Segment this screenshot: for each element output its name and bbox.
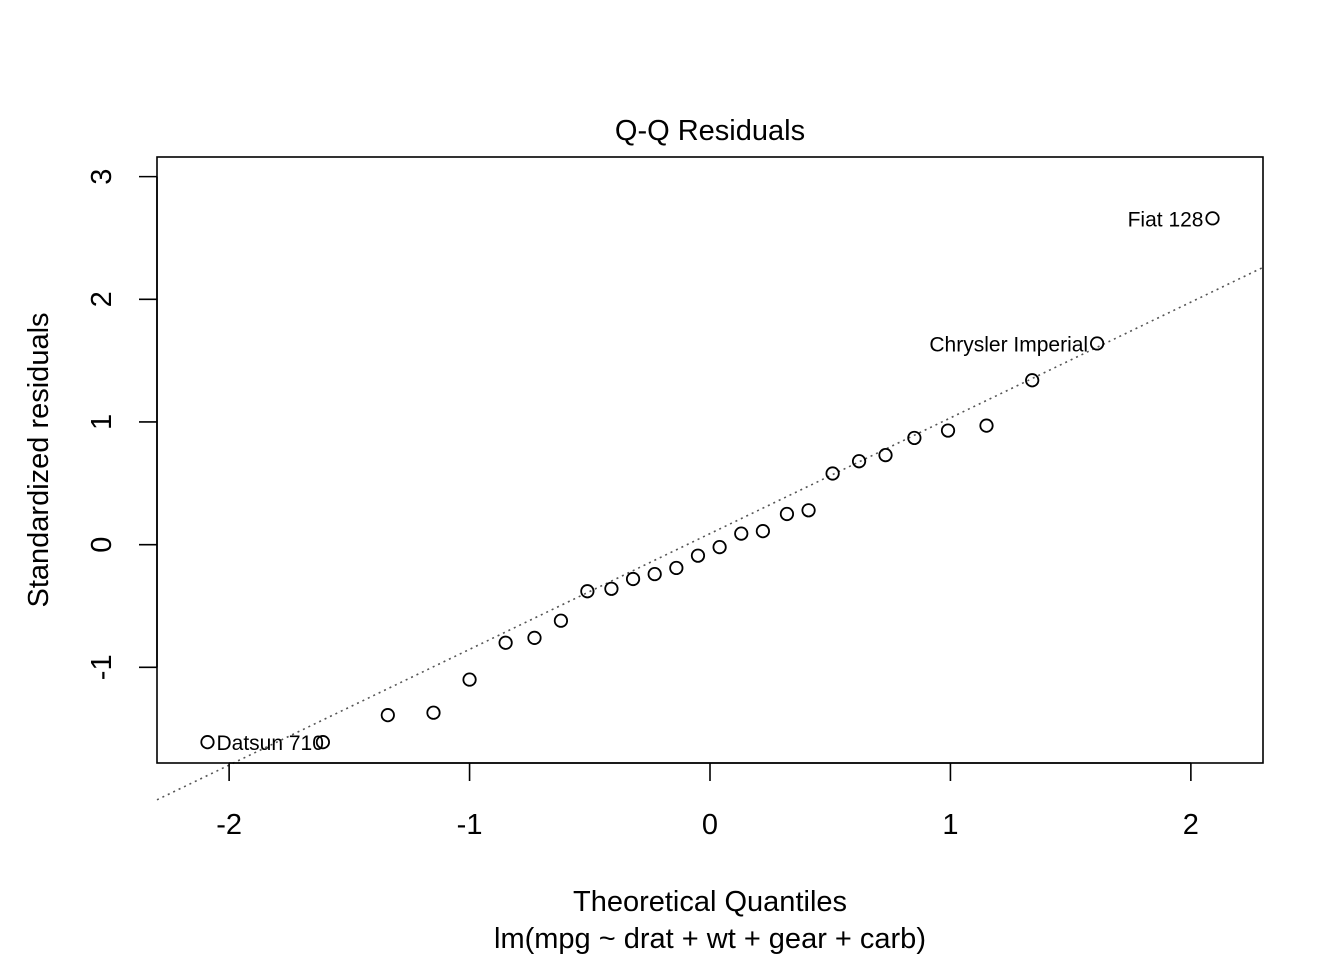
data-point (200, 735, 215, 750)
data-point (801, 503, 816, 518)
data-point (315, 735, 330, 750)
data-point (712, 539, 727, 555)
data-point (1205, 211, 1220, 226)
data-point (669, 560, 684, 576)
x-tick-label: 2 (1183, 809, 1199, 841)
x-tick-label: 0 (702, 809, 718, 841)
data-point (979, 418, 994, 433)
y-tick-label: 1 (86, 414, 118, 430)
y-axis: -1 0 1 2 3 (86, 169, 158, 680)
reference-line (156, 266, 1264, 801)
data-point (825, 466, 840, 481)
y-tick-label: -1 (86, 654, 118, 680)
data-point (1090, 336, 1105, 351)
data-point (907, 430, 922, 446)
data-point (734, 526, 749, 541)
y-tick-label: 3 (86, 169, 118, 185)
points-layer (200, 211, 1220, 750)
y-tick-label: 0 (86, 537, 118, 553)
x-axis: -2 -1 0 1 2 (216, 762, 1199, 841)
point-label: Chrysler Imperial (929, 333, 1088, 356)
data-point (604, 581, 619, 596)
x-tick-label: -2 (216, 809, 242, 841)
data-point (426, 705, 441, 720)
x-axis-subtitle: lm(mpg ~ drat + wt + gear + carb) (494, 923, 926, 955)
point-labels-layer: Datsun 710 Chrysler Imperial Fiat 128 (216, 208, 1203, 755)
y-axis-label: Standardized residuals (23, 312, 55, 607)
x-tick-label: 1 (942, 809, 958, 841)
data-point (755, 524, 770, 539)
plot-frame (156, 156, 1264, 764)
data-point (462, 672, 477, 687)
data-point (580, 584, 595, 599)
x-axis-label: Theoretical Quantiles (573, 886, 847, 918)
point-label: Datsun 710 (216, 732, 323, 755)
data-point (380, 708, 395, 723)
data-point (940, 423, 956, 438)
data-point (553, 613, 569, 628)
data-point (779, 506, 795, 522)
data-point (690, 548, 706, 563)
chart-title: Q-Q Residuals (615, 115, 805, 147)
data-point (878, 447, 893, 463)
data-point (527, 630, 542, 645)
data-point (647, 566, 662, 582)
y-tick-label: 2 (86, 291, 118, 307)
point-label: Fiat 128 (1128, 208, 1204, 231)
data-point (498, 635, 513, 650)
data-point (1025, 373, 1040, 388)
x-tick-label: -1 (457, 809, 483, 841)
data-point (625, 571, 641, 587)
data-point (851, 454, 867, 469)
